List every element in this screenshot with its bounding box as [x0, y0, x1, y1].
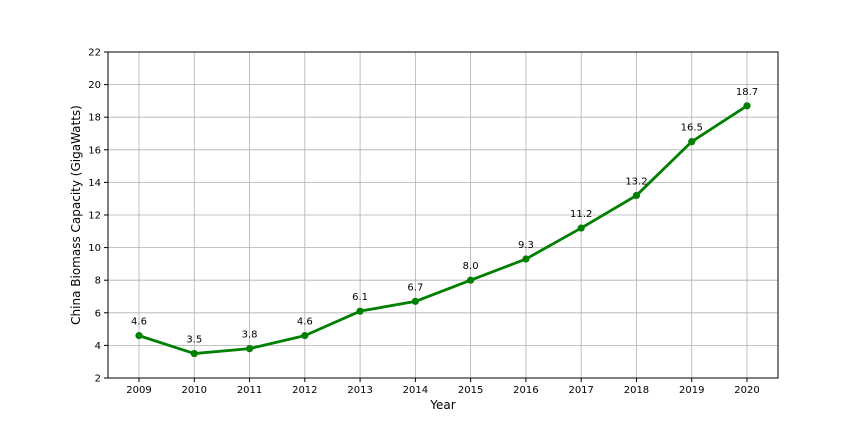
y-tick-label: 2 — [95, 374, 101, 385]
x-tick-label: 2016 — [513, 385, 538, 396]
y-tick-label: 10 — [88, 243, 101, 254]
data-point — [301, 332, 309, 340]
data-label: 6.7 — [407, 282, 423, 293]
axis-ticks: 2 4 6 8 10 12 14 16 18 20 22 2009 2010 2011 2012 2013 20… — [88, 48, 759, 397]
x-tick-label: 2010 — [182, 385, 207, 396]
y-tick-label: 16 — [88, 145, 101, 156]
data-point — [356, 307, 364, 315]
y-tick-label: 20 — [88, 80, 101, 91]
x-tick-label: 2012 — [292, 385, 317, 396]
x-tick-label: 2013 — [347, 385, 372, 396]
data-label: 13.2 — [625, 176, 647, 187]
x-tick-label: 2020 — [734, 385, 759, 396]
data-point — [632, 191, 641, 200]
data-label: 3.5 — [186, 335, 202, 346]
y-axis-label: China Biomass Capacity (GigaWatts) — [69, 105, 83, 325]
data-labels: 4.6 3.5 3.8 4.6 6.1 6.7 8.0 9.3 11.2 13.2 16.5 18.7 — [131, 87, 758, 346]
x-tick-label: 2017 — [568, 385, 593, 396]
data-point — [190, 349, 198, 358]
y-tick-label: 4 — [95, 341, 101, 352]
data-point — [467, 276, 475, 284]
data-point — [577, 224, 585, 232]
data-label: 6.1 — [352, 292, 368, 303]
x-tick-label: 2019 — [679, 385, 704, 396]
x-axis-label: Year — [429, 398, 455, 412]
y-tick-label: 14 — [88, 178, 101, 189]
x-tick-label: 2011 — [237, 385, 262, 396]
plot-frame — [107, 51, 779, 379]
y-tick-label: 8 — [95, 276, 101, 287]
y-tick-label: 18 — [88, 113, 101, 124]
data-label: 4.6 — [297, 317, 313, 328]
data-label: 16.5 — [681, 123, 703, 134]
data-point — [743, 102, 751, 110]
data-label: 11.2 — [570, 209, 592, 220]
data-point — [245, 345, 254, 353]
x-tick-label: 2014 — [403, 385, 428, 396]
data-label: 4.6 — [131, 317, 147, 328]
data-label: 3.8 — [242, 330, 258, 341]
x-tick-label: 2015 — [458, 385, 483, 396]
y-tick-label: 22 — [88, 48, 101, 59]
data-point — [688, 138, 696, 146]
data-point — [522, 255, 530, 263]
data-label: 9.3 — [518, 240, 534, 251]
y-tick-label: 12 — [88, 211, 101, 222]
series-line — [137, 104, 749, 355]
x-tick-label: 2018 — [624, 385, 649, 396]
data-label: 18.7 — [736, 87, 758, 98]
data-point — [135, 332, 143, 340]
series-layer — [135, 102, 751, 358]
data-point — [411, 297, 419, 305]
x-tick-label: 2009 — [126, 385, 151, 396]
data-label: 8.0 — [463, 261, 479, 272]
y-tick-label: 6 — [95, 308, 101, 319]
